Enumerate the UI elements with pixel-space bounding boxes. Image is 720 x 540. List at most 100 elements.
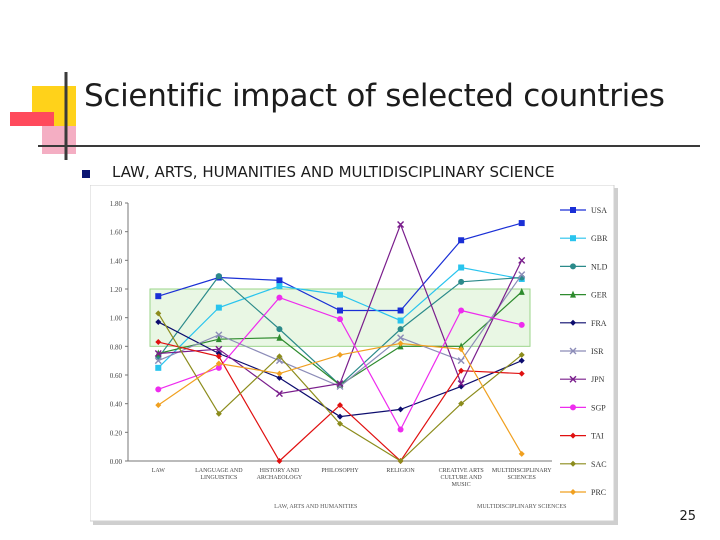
legend-marker [569,347,577,355]
data-point [337,291,343,298]
legend-item-tai: TAI [560,432,604,441]
data-point [215,410,222,417]
bullet-text: LAW, ARTS, HUMANITIES AND MULTIDISCIPLIN… [112,163,555,181]
y-tick-label: 0.20 [110,429,123,437]
data-point [337,307,343,314]
legend-marker [570,207,576,213]
data-point [458,278,465,285]
page-number: 25 [679,509,696,524]
data-point [155,318,162,325]
data-point [337,413,343,420]
data-point [518,256,526,264]
data-point [518,321,525,328]
data-point [215,335,222,343]
data-point [215,360,222,367]
data-point [155,293,162,300]
legend-marker [570,489,576,495]
data-point [458,264,465,271]
data-point [458,237,465,244]
data-point [518,351,525,358]
legend-marker [570,290,576,298]
x-tick-label: RELIGION [386,468,415,474]
x-group-label-right: MULTIDISCIPLINARY SCIENCES [477,504,566,510]
legend-item-fra: FRA [560,319,607,328]
series-tai [155,339,525,464]
data-point [275,390,283,398]
legend-label: PRC [591,488,606,497]
legend-marker [570,404,576,411]
data-point [518,370,525,377]
data-point [337,351,343,358]
data-point [215,353,222,360]
data-point [518,271,526,279]
y-tick-label: 1.40 [110,257,123,265]
legend-item-ger: GER [560,290,608,300]
y-tick-label: 0.00 [110,458,123,466]
data-point [518,287,525,295]
data-point [215,331,223,339]
series-sgp [155,294,525,433]
data-point [154,350,162,357]
y-tick-label: 1.80 [110,200,123,208]
data-point [458,400,465,407]
series-prc [155,340,525,457]
data-point [336,380,344,388]
x-tick-label: LANGUAGE AND LINGUISTICS [195,468,243,481]
series-isr [154,271,526,390]
data-point [397,221,405,228]
data-point [155,310,162,317]
data-point [397,426,404,433]
data-point [337,420,343,427]
data-point [155,386,162,393]
line-chart: 0.00 0.20 0.40 0.60 0.80 1.00 1.20 1.40 1.60 1.80… [90,185,618,525]
legend-label: USA [591,206,607,215]
data-point [518,220,525,227]
deco-pink-square [42,126,76,154]
data-point [276,458,283,464]
legend-marker [570,432,576,439]
data-point [215,304,222,311]
data-point [337,402,343,409]
legend-label: ISR [591,347,604,356]
data-point [397,458,404,464]
data-point [215,273,222,280]
data-point [457,380,465,388]
y-tick-label: 0.40 [110,401,123,409]
legend-item-prc: PRC [560,488,606,497]
legend-item-isr: ISR [560,347,604,356]
data-point [518,357,525,364]
data-point [458,346,465,353]
legend-item-gbr: GBR [560,234,608,243]
deco-red-bar [10,112,54,126]
x-tick-label: MULTIDISCIPLINARY SCIENCES [492,468,552,481]
data-point [397,406,404,413]
legend-marker [569,375,577,383]
legend-label: JPN [591,375,605,384]
title-decoration [10,72,700,160]
y-tick-label: 0.60 [110,372,123,380]
data-point [397,317,404,324]
data-point [458,367,465,374]
data-point [337,316,343,323]
y-tick-label: 1.60 [110,229,123,237]
data-point [276,353,283,360]
legend-marker [570,460,576,467]
x-tick-label: HISTORY AND ARCHAEOLOGY [257,468,303,481]
data-point [276,294,283,301]
data-point [397,326,404,333]
data-point [276,283,283,290]
data-point [276,277,283,284]
legend-item-nld: NLD [560,262,608,271]
data-point [518,450,525,457]
legend-marker [570,319,576,326]
data-point [215,364,222,371]
x-tick-label: CREATIVE ARTS CULTURE AND MUSIC [439,468,484,488]
data-point [155,339,162,346]
legend-label: GBR [591,234,608,243]
data-point [458,307,465,314]
legend-marker [570,263,576,270]
data-point [276,374,283,381]
data-point [276,333,283,341]
legend-label: SAC [591,460,607,469]
data-point [155,402,162,409]
